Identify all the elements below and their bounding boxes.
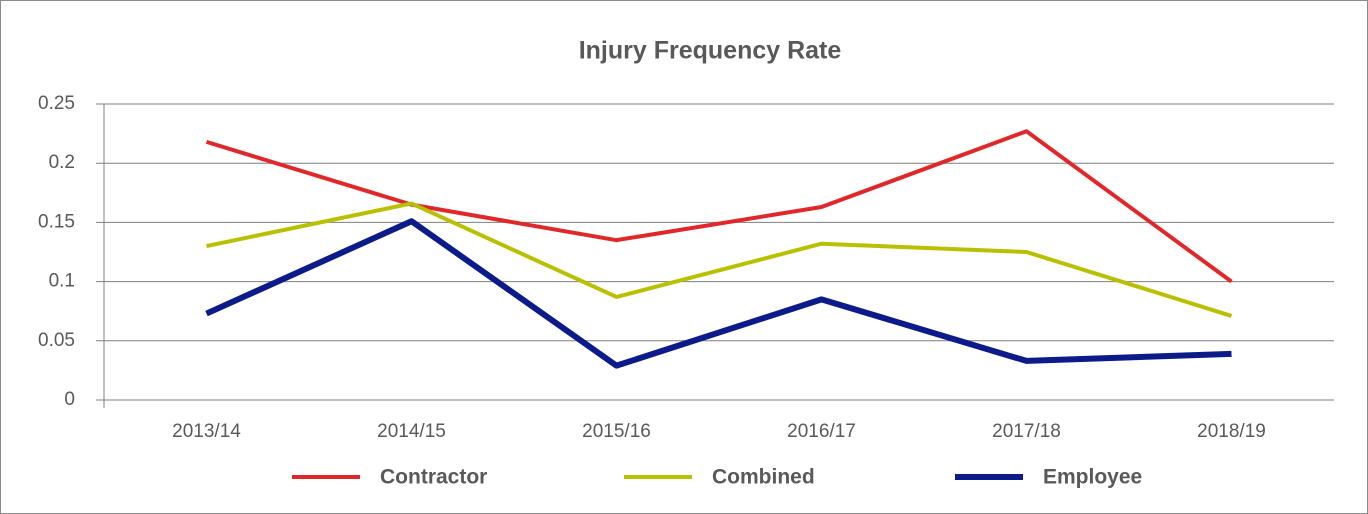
- y-tick-label: 0.2: [49, 152, 75, 173]
- x-tick-label: 2017/18: [992, 421, 1061, 442]
- y-tick-label: 0.15: [38, 211, 75, 232]
- x-tick-label: 2015/16: [582, 421, 651, 442]
- x-tick-label: 2014/15: [377, 421, 446, 442]
- y-tick-label: 0: [64, 389, 75, 410]
- series-line: [205, 218, 1232, 369]
- x-tick-label: 2013/14: [172, 421, 241, 442]
- y-tick-label: 0.1: [49, 271, 75, 292]
- y-tick-label: 0.05: [38, 330, 75, 351]
- series-line: [205, 129, 1233, 284]
- legend-label: Contractor: [380, 466, 487, 489]
- x-tick-label: 2016/17: [787, 421, 856, 442]
- x-tick-label: 2018/19: [1197, 421, 1266, 442]
- legend-label: Employee: [1043, 466, 1142, 489]
- series-line: [206, 201, 1233, 318]
- legend-label: Combined: [712, 466, 815, 489]
- y-tick-label: 0.25: [38, 93, 75, 114]
- chart-title: Injury Frequency Rate: [579, 37, 842, 65]
